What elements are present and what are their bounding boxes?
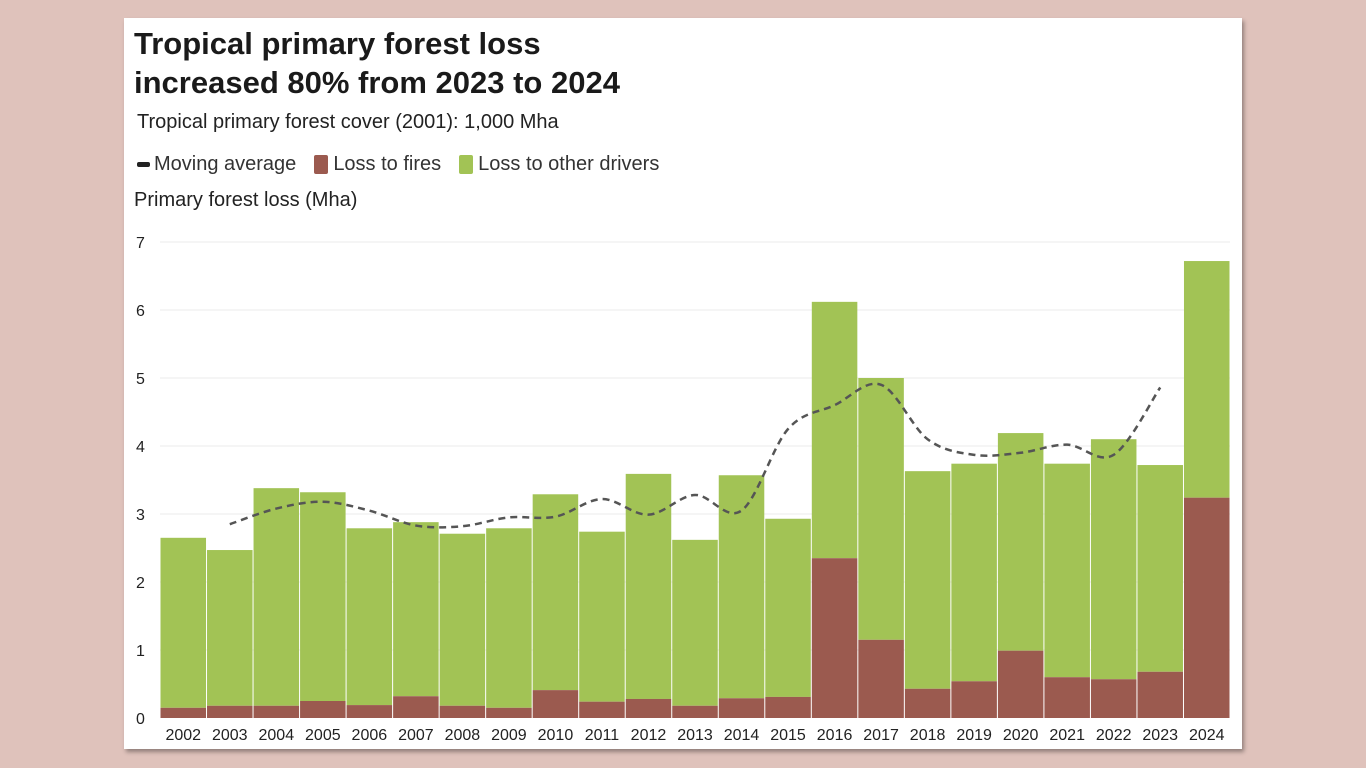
x-tick-label: 2019 <box>956 727 992 744</box>
x-tick-label: 2003 <box>212 727 248 744</box>
dash-swatch-icon <box>137 162 150 167</box>
bar-other-drivers <box>253 488 300 706</box>
x-tick-label: 2021 <box>1049 727 1085 744</box>
bar-fires <box>486 707 532 718</box>
bar-fires <box>951 681 997 718</box>
bar-other-drivers <box>532 494 579 691</box>
bar-fires <box>346 705 393 718</box>
bar-fires <box>1183 497 1230 718</box>
x-tick-label: 2009 <box>491 727 527 744</box>
bar-fires <box>625 698 672 718</box>
bar-fires <box>718 698 765 718</box>
legend-fires: Loss to fires <box>314 153 441 176</box>
x-tick-label: 2007 <box>398 727 434 744</box>
bar-fires <box>532 690 579 718</box>
legend-label: Loss to fires <box>333 153 442 175</box>
bar-other-drivers <box>765 518 811 697</box>
x-tick-label: 2023 <box>1142 727 1178 744</box>
bar-other-drivers <box>393 522 439 697</box>
bar-fires <box>765 696 811 718</box>
bar-other-drivers <box>346 528 393 706</box>
bar-other-drivers <box>207 550 253 706</box>
bar-other-drivers <box>858 378 904 640</box>
x-tick-label: 2020 <box>1003 727 1039 744</box>
bar-other-drivers <box>718 475 765 699</box>
x-tick-label: 2010 <box>538 727 574 744</box>
y-tick-label: 0 <box>136 711 145 728</box>
bar-other-drivers <box>1183 261 1230 498</box>
bar-fires <box>300 701 346 718</box>
x-tick-label: 2018 <box>910 727 946 744</box>
x-tick-label: 2017 <box>863 727 899 744</box>
bar-other-drivers <box>1090 439 1137 680</box>
bar-other-drivers <box>579 531 625 702</box>
x-tick-label: 2012 <box>631 727 667 744</box>
x-tick-label: 2008 <box>445 727 481 744</box>
y-tick-label: 3 <box>136 507 145 524</box>
x-tick-label: 2022 <box>1096 727 1132 744</box>
bar-other-drivers <box>439 533 486 706</box>
bar-fires <box>207 705 253 718</box>
legend-other: Loss to other drivers <box>459 153 659 176</box>
moving-average-line <box>229 382 1162 529</box>
chart-card: Tropical primary forest loss increased 8… <box>124 18 1242 749</box>
x-tick-label: 2015 <box>770 727 806 744</box>
bar-other-drivers <box>951 463 997 682</box>
legend: Moving average Loss to fires Loss to oth… <box>137 153 677 176</box>
bar-fires <box>439 705 486 718</box>
bar-fires <box>1044 677 1090 718</box>
x-tick-label: 2016 <box>817 727 853 744</box>
bar-fires <box>1090 679 1137 718</box>
plot-area: 0 1 2 3 4 5 6 7 2002 2003 2004 2005 2006 2007 2008 2009… <box>136 235 1230 744</box>
y-tick-label: 1 <box>136 643 145 660</box>
bar-other-drivers <box>1137 465 1183 672</box>
title-line-2: increased 80% from 2023 to 2024 <box>134 65 620 100</box>
fires-swatch-icon <box>314 155 329 174</box>
y-tick-label: 6 <box>136 303 145 320</box>
y-tick-label: 4 <box>136 439 145 456</box>
chart-title: Tropical primary forest loss increased 8… <box>134 24 620 102</box>
legend-label: Loss to other drivers <box>478 153 660 175</box>
bar-other-drivers <box>486 528 532 708</box>
x-tick-label: 2024 <box>1189 727 1225 744</box>
bar-other-drivers <box>300 492 346 701</box>
y-tick-label: 2 <box>136 575 145 592</box>
bar-fires <box>579 701 625 718</box>
bar-other-drivers <box>1044 463 1090 678</box>
bar-fires <box>858 639 904 718</box>
other-swatch-icon <box>459 155 474 174</box>
x-tick-label: 2014 <box>724 727 760 744</box>
bar-fires <box>1137 671 1183 718</box>
bar-fires <box>997 650 1044 718</box>
bar-fires <box>672 705 718 718</box>
x-tick-label: 2002 <box>165 727 201 744</box>
x-tick-label: 2005 <box>305 727 341 744</box>
chart-subtitle: Tropical primary forest cover (2001): 1,… <box>137 111 559 133</box>
bar-other-drivers <box>672 539 718 706</box>
bar-fires <box>160 707 207 718</box>
bar-other-drivers <box>160 537 207 708</box>
x-tick-label: 2011 <box>585 727 620 744</box>
title-line-1: Tropical primary forest loss <box>134 26 541 61</box>
x-tick-label: 2004 <box>259 727 295 744</box>
bar-fires <box>253 705 300 718</box>
bar-other-drivers <box>811 301 858 559</box>
bar-other-drivers <box>904 471 951 689</box>
bar-fires <box>904 688 951 718</box>
legend-moving-average: Moving average <box>137 153 296 176</box>
y-tick-label: 7 <box>136 235 145 252</box>
x-tick-label: 2006 <box>352 727 388 744</box>
y-tick-label: 5 <box>136 371 145 388</box>
bar-fires <box>393 696 439 718</box>
legend-label: Moving average <box>154 153 297 175</box>
bar-other-drivers <box>997 433 1044 651</box>
y-axis-label: Primary forest loss (Mha) <box>134 189 358 211</box>
x-tick-label: 2013 <box>677 727 713 744</box>
bar-fires <box>811 558 858 718</box>
bar-other-drivers <box>625 473 672 699</box>
